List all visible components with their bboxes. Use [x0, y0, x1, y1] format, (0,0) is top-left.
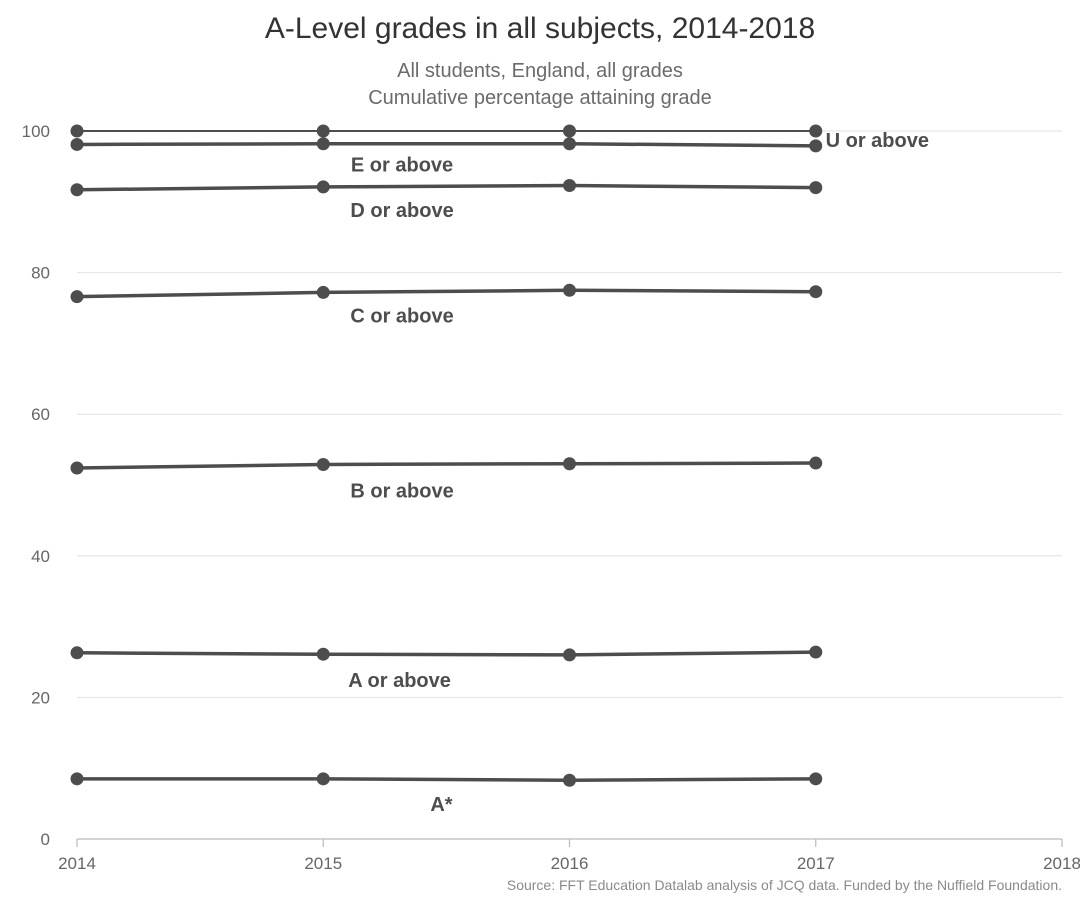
data-point-c-or-above-2016 — [563, 283, 576, 297]
data-point-a-star-2015 — [316, 772, 330, 786]
data-point-b-or-above-2014 — [70, 461, 84, 475]
data-point-a-star-2016 — [563, 773, 576, 787]
data-point-c-or-above-2014 — [70, 290, 84, 304]
data-point-a-star-2014 — [70, 772, 84, 786]
series-line-a-star — [77, 777, 816, 782]
data-point-a-or-above-2015 — [316, 647, 330, 661]
data-point-u-or-above-2014 — [70, 124, 84, 138]
data-point-c-or-above-2015 — [316, 285, 330, 299]
data-point-u-or-above-2017 — [809, 124, 823, 138]
data-point-e-or-above-2017 — [809, 139, 823, 153]
data-point-b-or-above-2016 — [563, 457, 576, 471]
series-line-a-or-above — [76, 650, 816, 657]
y-tick-label-0: 0 — [41, 830, 50, 849]
data-point-c-or-above-2017 — [809, 285, 823, 299]
x-tick-label-2014: 2014 — [58, 854, 96, 873]
chart-subtitle-line2: Cumulative percentage attaining grade — [368, 87, 712, 109]
x-tick-label-2016: 2016 — [551, 854, 589, 873]
x-tick-label-2018: 2018 — [1043, 854, 1080, 873]
data-point-d-or-above-2016 — [563, 179, 576, 193]
series-label-a-star: A* — [430, 794, 452, 816]
y-tick-label-20: 20 — [31, 688, 50, 707]
x-tick-label-2015: 2015 — [304, 854, 342, 873]
data-point-d-or-above-2014 — [70, 183, 84, 197]
x-tick-label-2017: 2017 — [797, 854, 835, 873]
series-label-u-or-above: U or above — [826, 130, 929, 152]
chart-subtitle-line1: All students, England, all grades — [397, 60, 683, 82]
data-point-b-or-above-2017 — [809, 456, 823, 470]
data-point-d-or-above-2015 — [316, 180, 330, 194]
data-point-a-or-above-2016 — [563, 648, 576, 662]
series-line-e-or-above — [76, 141, 816, 148]
data-point-u-or-above-2015 — [316, 124, 330, 138]
series-label-c-or-above: C or above — [350, 305, 453, 327]
data-point-u-or-above-2016 — [563, 124, 576, 138]
series-label-d-or-above: D or above — [350, 200, 453, 222]
data-point-e-or-above-2016 — [563, 137, 576, 151]
series-label-e-or-above: E or above — [351, 155, 453, 177]
series-label-b-or-above: B or above — [350, 480, 453, 502]
data-point-a-or-above-2017 — [809, 645, 823, 659]
data-point-b-or-above-2015 — [316, 457, 330, 471]
y-tick-label-100: 100 — [22, 122, 50, 141]
series-line-b-or-above — [76, 461, 816, 470]
data-point-d-or-above-2017 — [809, 181, 823, 195]
series-line-d-or-above — [76, 183, 816, 192]
y-tick-label-40: 40 — [31, 547, 50, 566]
data-point-e-or-above-2014 — [70, 137, 84, 151]
data-point-a-or-above-2014 — [70, 646, 84, 660]
data-point-e-or-above-2015 — [316, 137, 330, 151]
series-line-c-or-above — [76, 288, 816, 299]
series-label-a-or-above: A or above — [348, 670, 451, 692]
y-tick-label-60: 60 — [31, 405, 50, 424]
data-point-a-star-2017 — [809, 772, 823, 786]
source-note: Source: FFT Education Datalab analysis o… — [506, 877, 1062, 893]
y-tick-label-80: 80 — [31, 264, 50, 283]
chart-title: A-Level grades in all subjects, 2014-201… — [264, 12, 816, 45]
